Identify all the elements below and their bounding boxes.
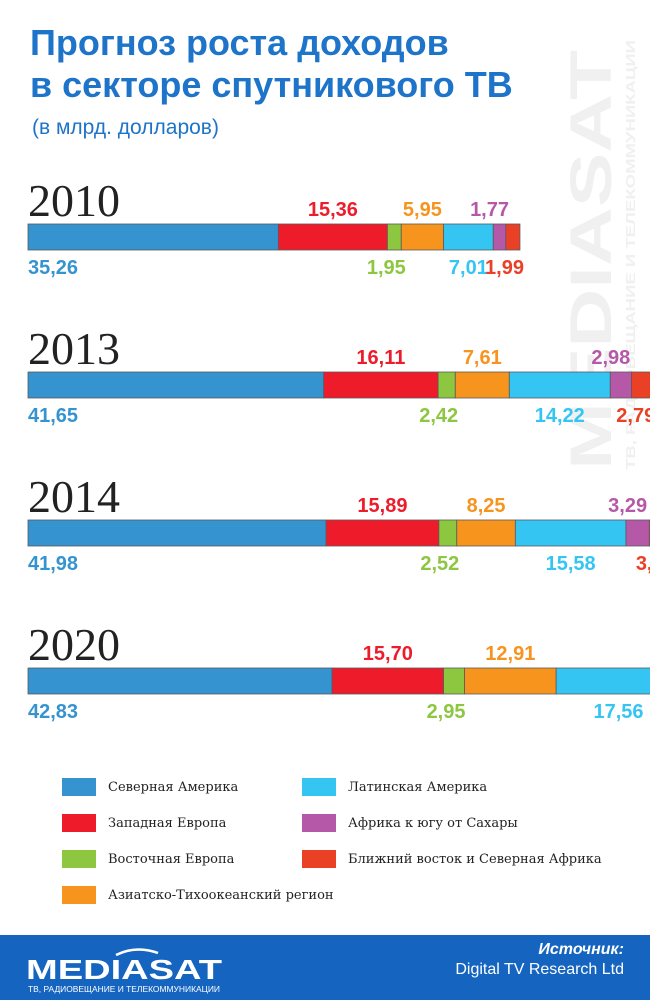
category-label-2014: 2014 — [28, 471, 120, 522]
value-label-2020-3: 2,95 — [427, 701, 466, 723]
value-label-2014-4: 8,25 — [467, 495, 506, 517]
bar-segment-2014-6 — [625, 519, 650, 547]
bar-row-2010: 2010 35,26 15,36 1,95 5,95 7,01 1,77 1,99 — [27, 175, 524, 279]
bar-segment-2013-7 — [631, 371, 650, 399]
value-label-2014-5: 15,58 — [546, 553, 596, 575]
bar-row-2013: 2013 41,65 16,11 2,42 7,61 14,22 2,98 2,79 — [27, 323, 650, 427]
value-label-2013-1: 41,65 — [28, 405, 78, 427]
bar-segment-2010-5 — [443, 223, 494, 251]
category-label-2013: 2013 — [28, 323, 120, 374]
value-label-2020-4: 12,91 — [485, 643, 535, 665]
bar-segment-2020-3 — [443, 667, 465, 695]
watermark-tagline: ТВ, РАДИОВЕЩАНИЕ И ТЕЛЕКОММУНИКАЦИИ — [623, 40, 638, 470]
bar-segment-2013-6 — [609, 371, 632, 399]
stacked-bar-chart: 2010 35,26 15,36 1,95 5,95 7,01 1,77 1,99 2013 41… — [27, 175, 650, 723]
bar-segment-2010-3 — [387, 223, 402, 251]
chart-title: Прогноз роста доходов в секторе спутнико… — [30, 22, 590, 106]
value-label-2010-1: 35,26 — [28, 257, 78, 279]
watermark-logo: MEDIASAT ТВ, РАДИОВЕЩАНИЕ И ТЕЛЕКОММУНИК… — [565, 40, 638, 470]
bar-segment-2014-4 — [456, 519, 516, 547]
legend-label: Ближний восток и Северная Африка — [348, 851, 602, 867]
bar-segment-2020-4 — [464, 667, 557, 695]
category-label-2010: 2010 — [28, 175, 120, 226]
legend-label: Африка к югу от Сахары — [348, 815, 518, 831]
value-label-2014-1: 41,98 — [28, 553, 78, 575]
logo-tagline: ТВ, РАДИОВЕЩАНИЕ И ТЕЛЕКОММУНИКАЦИИ — [28, 985, 220, 994]
legend-item-6: Африка к югу от Сахары — [302, 814, 518, 832]
legend-label: Северная Америка — [108, 779, 239, 795]
value-label-2013-6: 2,98 — [591, 347, 630, 369]
bar-segment-2020-1 — [27, 667, 333, 695]
watermark-brand: MEDIASAT — [565, 50, 624, 470]
logo-swoosh-icon — [115, 948, 159, 957]
legend-swatch — [302, 850, 336, 868]
chart-subtitle: (в млрд. долларов) — [32, 116, 219, 139]
bar-segment-2010-7 — [505, 223, 521, 251]
legend-swatch — [62, 778, 96, 796]
value-label-2013-5: 14,22 — [535, 405, 585, 427]
value-label-2010-7: 1,99 — [485, 257, 524, 279]
legend-label: Азиатско-Тихоокеанский регион — [108, 887, 334, 903]
bar-segment-2013-1 — [27, 371, 325, 399]
legend-label: Восточная Европа — [108, 851, 235, 867]
legend-label: Западная Европа — [108, 815, 227, 831]
legend-swatch — [302, 814, 336, 832]
value-label-2010-6: 1,77 — [470, 199, 509, 221]
value-label-2013-3: 2,42 — [419, 405, 458, 427]
value-label-2014-7: 3,02 — [636, 553, 650, 575]
bar-segment-2020-5 — [555, 667, 650, 695]
bar-segment-2010-6 — [492, 223, 507, 251]
value-label-2020-2: 15,70 — [363, 643, 413, 665]
category-label-2020: 2020 — [28, 619, 120, 670]
legend-swatch — [62, 814, 96, 832]
value-label-2020-5: 17,56 — [593, 701, 643, 723]
legend-swatch — [62, 886, 96, 904]
value-label-2013-4: 7,61 — [463, 347, 502, 369]
chart-title-line-2: в секторе спутникового ТВ — [30, 64, 513, 105]
bar-segment-2010-2 — [277, 223, 388, 251]
mediasat-logo: MEDIASAT ТВ, РАДИОВЕЩАНИЕ И ТЕЛЕКОММУНИК… — [26, 948, 222, 994]
bar-segment-2014-2 — [325, 519, 440, 547]
value-label-2014-3: 2,52 — [420, 553, 459, 575]
legend-swatch — [62, 850, 96, 868]
source-note: Источник: Digital TV Research Ltd — [455, 941, 624, 979]
bar-segment-2013-5 — [508, 371, 611, 399]
legend-item-2: Западная Европа — [62, 814, 226, 832]
legend-item-4: Азиатско-Тихоокеанский регион — [62, 886, 334, 904]
bar-segment-2013-4 — [454, 371, 510, 399]
legend-swatch — [302, 778, 336, 796]
legend-label: Латинская Америка — [348, 779, 488, 795]
bar-row-2014: 2014 41,98 15,89 2,52 8,25 15,58 3,29 3,02 — [27, 471, 650, 575]
bar-segment-2014-3 — [438, 519, 458, 547]
chart-title-line-1: Прогноз роста доходов — [30, 22, 449, 63]
value-label-2014-2: 15,89 — [357, 495, 407, 517]
bar-segment-2013-2 — [323, 371, 439, 399]
legend-item-3: Восточная Европа — [62, 850, 234, 868]
bar-segment-2013-3 — [437, 371, 456, 399]
bar-segment-2014-1 — [27, 519, 327, 547]
source-label: Источник: — [538, 941, 624, 958]
value-label-2010-5: 7,01 — [449, 257, 488, 279]
value-label-2020-1: 42,83 — [28, 701, 78, 723]
value-label-2010-3: 1,95 — [367, 257, 406, 279]
logo-brand: MEDIASAT — [26, 954, 222, 985]
bar-segment-2010-4 — [400, 223, 444, 251]
bar-segment-2014-5 — [514, 519, 627, 547]
value-label-2013-7: 2,79 — [616, 405, 650, 427]
source-value: Digital TV Research Ltd — [455, 961, 624, 978]
value-label-2010-4: 5,95 — [403, 199, 442, 221]
value-label-2014-6: 3,29 — [608, 495, 647, 517]
bar-segment-2010-1 — [27, 223, 279, 251]
legend-item-5: Латинская Америка — [302, 778, 487, 796]
footer: MEDIASAT ТВ, РАДИОВЕЩАНИЕ И ТЕЛЕКОММУНИК… — [0, 935, 650, 1000]
value-label-2010-2: 15,36 — [308, 199, 358, 221]
legend-item-1: Северная Америка — [62, 778, 238, 796]
legend: Северная Америка Западная Европа Восточная… — [62, 778, 622, 928]
value-label-2013-2: 16,11 — [356, 347, 405, 369]
bar-segment-2020-2 — [331, 667, 444, 695]
legend-item-7: Ближний восток и Северная Африка — [302, 850, 602, 868]
